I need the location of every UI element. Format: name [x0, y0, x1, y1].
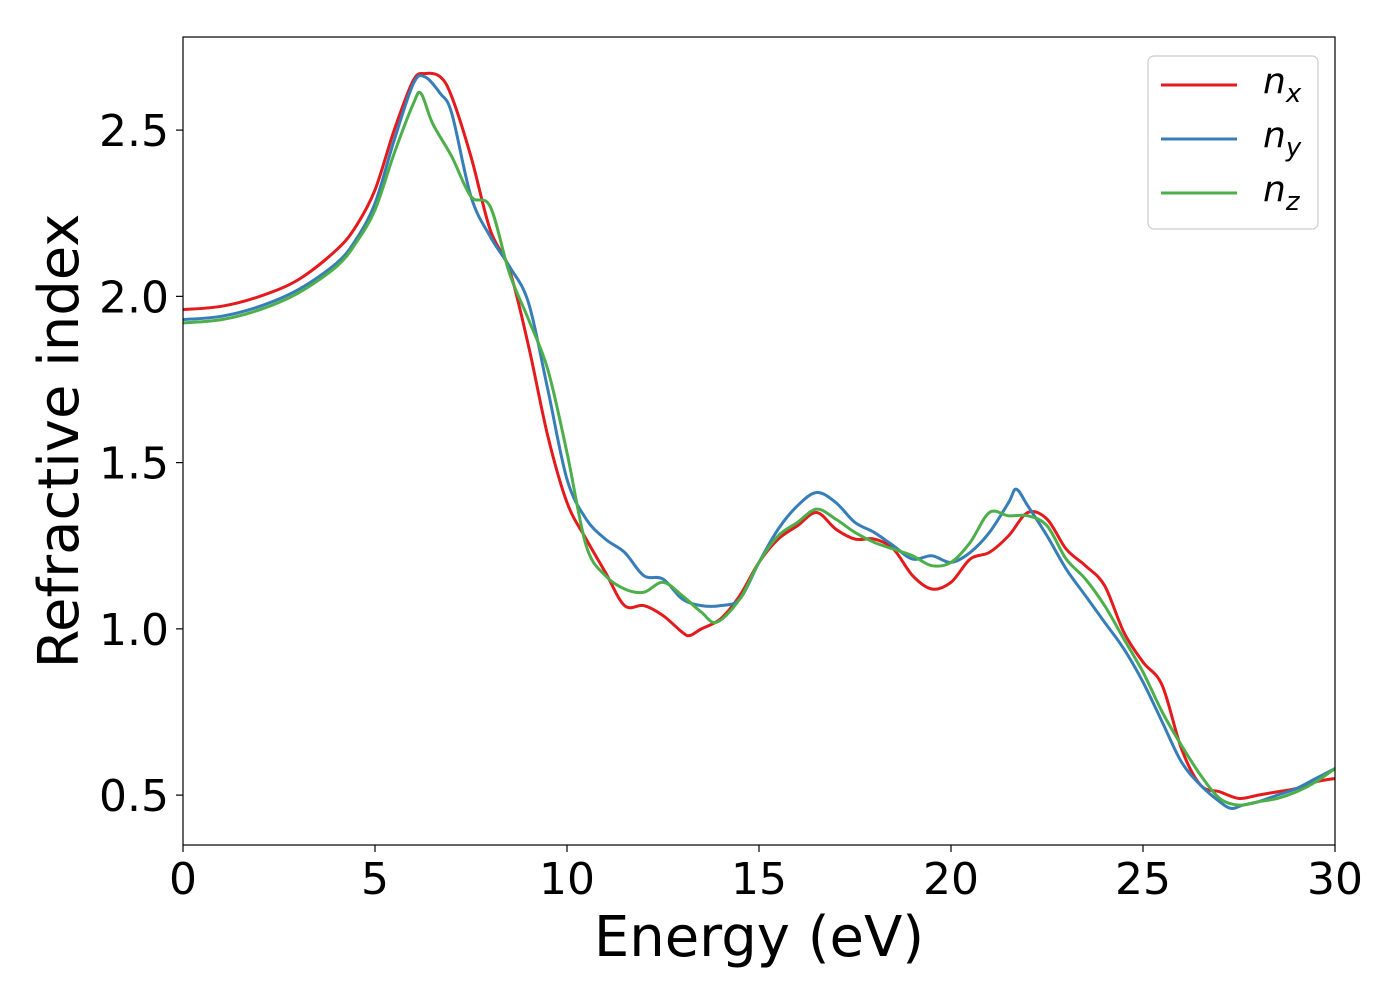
- legend-label-x: nx: [1263, 61, 1302, 109]
- series-line-z: [183, 90, 1335, 807]
- x-tick-label: 20: [923, 854, 979, 905]
- x-axis: 0 5 10 15 20 25 30: [169, 845, 1363, 905]
- legend-box: [1147, 55, 1319, 230]
- y-axis: 0.5 1.0 1.5 2.0 2.5: [99, 106, 183, 822]
- y-tick-label: 1.0: [99, 605, 169, 656]
- series-line-y: [183, 74, 1335, 810]
- y-tick-label: 2.0: [99, 272, 169, 323]
- x-tick-label: 0: [169, 854, 197, 905]
- y-tick-label: 1.5: [99, 439, 169, 490]
- x-tick-label: 5: [361, 854, 389, 905]
- x-tick-label: 10: [539, 854, 595, 905]
- series-layer: [183, 71, 1335, 810]
- y-axis-title: Refractive index: [27, 214, 92, 669]
- x-axis-title: Energy (eV): [594, 905, 924, 970]
- x-tick-label: 30: [1307, 854, 1363, 905]
- legend-label-y: ny: [1263, 115, 1302, 163]
- x-tick-label: 15: [731, 854, 787, 905]
- series-line-x: [183, 71, 1335, 801]
- y-tick-label: 0.5: [99, 771, 169, 822]
- x-tick-label: 25: [1115, 854, 1171, 905]
- y-tick-label: 2.5: [99, 106, 169, 157]
